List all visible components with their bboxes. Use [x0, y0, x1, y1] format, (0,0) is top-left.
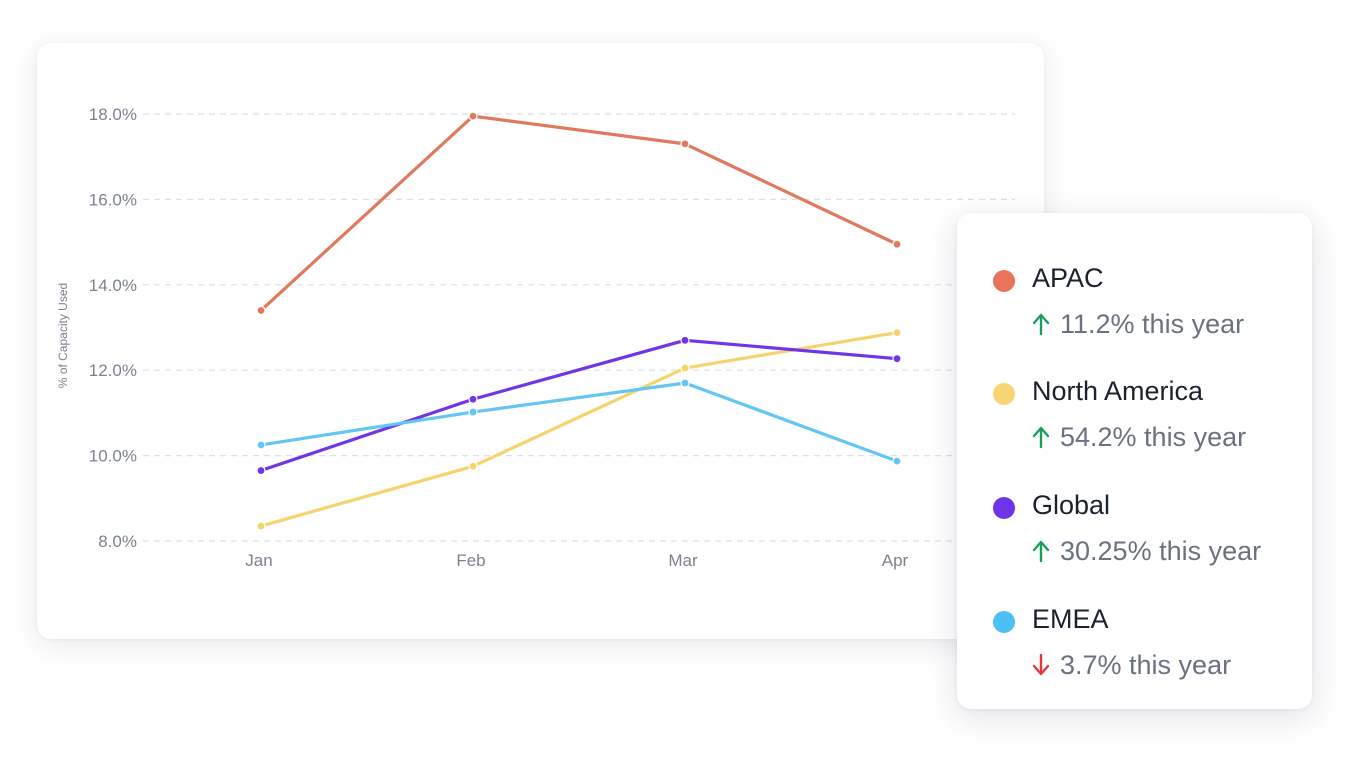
- x-tick-label: Mar: [668, 551, 698, 570]
- data-point[interactable]: [892, 328, 902, 338]
- y-tick-label: 8.0%: [98, 532, 137, 551]
- legend-series-name: EMEA: [1032, 604, 1109, 634]
- grid-lines: [143, 113, 1015, 542]
- y-tick-label: 10.0%: [89, 447, 137, 466]
- series-line: [259, 114, 899, 313]
- x-tick-label: Feb: [456, 551, 485, 570]
- legend-dot: [993, 270, 1015, 292]
- legend-change-text: 54.2% this year: [1060, 422, 1247, 452]
- data-point[interactable]: [680, 363, 690, 373]
- legend-card: APAC 11.2% this year North America 54.2%…: [957, 213, 1312, 709]
- data-point[interactable]: [468, 394, 478, 404]
- legend-item-emea: EMEA 3.7% this year: [991, 591, 1301, 681]
- legend-item-north-america: North America 54.2% this year: [991, 363, 1301, 453]
- y-tick-label: 16.0%: [89, 190, 137, 209]
- data-point[interactable]: [256, 521, 266, 531]
- y-axis-ticks: 8.0% 10.0% 12.0% 14.0% 16.0% 18.0%: [89, 105, 137, 551]
- chart-card: 8.0% 10.0% 12.0% 14.0% 16.0% 18.0% Jan Feb Mar A…: [37, 43, 1044, 639]
- data-point[interactable]: [256, 465, 266, 476]
- y-tick-label: 12.0%: [89, 361, 137, 380]
- x-axis-ticks: Jan Feb Mar Apr: [245, 551, 908, 570]
- data-point[interactable]: [256, 440, 266, 450]
- data-point[interactable]: [892, 239, 902, 249]
- series-global: [256, 335, 902, 476]
- data-point[interactable]: [468, 111, 478, 121]
- legend-dot: [993, 611, 1015, 633]
- series-line: [259, 338, 899, 473]
- data-point[interactable]: [256, 305, 266, 316]
- legend-series-name: North America: [1032, 376, 1204, 406]
- legend-change-text: 11.2% this year: [1060, 309, 1245, 339]
- data-point[interactable]: [680, 139, 690, 149]
- y-tick-label: 14.0%: [89, 276, 137, 295]
- legend-change-text: 3.7% this year: [1060, 650, 1232, 680]
- line-chart: 8.0% 10.0% 12.0% 14.0% 16.0% 18.0% Jan Feb Mar A…: [56, 105, 1015, 570]
- arrow-up-icon: [1032, 313, 1050, 336]
- x-tick-label: Jan: [245, 551, 272, 570]
- legend-dot: [993, 497, 1015, 519]
- data-point[interactable]: [892, 354, 902, 364]
- arrow-up-icon: [1032, 426, 1050, 449]
- arrow-down-icon: [1032, 653, 1050, 676]
- data-point[interactable]: [468, 461, 478, 471]
- series-line: [259, 381, 899, 463]
- legend-change-text: 30.25% this year: [1060, 536, 1262, 566]
- data-point[interactable]: [892, 456, 902, 466]
- legend-dot: [993, 383, 1015, 405]
- legend-series-name: Global: [1032, 490, 1111, 520]
- arrow-up-icon: [1032, 540, 1050, 563]
- series-lines: [256, 111, 902, 531]
- series-emea: [256, 378, 902, 466]
- legend-item-global: Global 30.25% this year: [991, 477, 1301, 567]
- data-point[interactable]: [680, 335, 690, 345]
- y-axis-label: % of Capacity Used: [56, 283, 70, 388]
- x-tick-label: Apr: [882, 551, 909, 570]
- data-point[interactable]: [468, 407, 478, 417]
- legend-item-apac: APAC 11.2% this year: [991, 250, 1301, 340]
- series-apac: [256, 111, 902, 316]
- legend-series-name: APAC: [1032, 263, 1104, 293]
- y-tick-label: 18.0%: [89, 105, 137, 124]
- data-point[interactable]: [680, 378, 690, 388]
